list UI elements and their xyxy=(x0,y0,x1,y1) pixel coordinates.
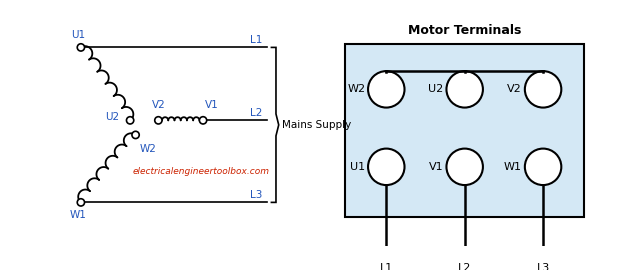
Text: W1: W1 xyxy=(70,210,87,220)
Text: W2: W2 xyxy=(347,84,365,94)
Text: L3: L3 xyxy=(536,262,550,270)
Text: L2: L2 xyxy=(250,108,262,118)
Text: Mains Supply: Mains Supply xyxy=(282,120,352,130)
Circle shape xyxy=(525,148,561,185)
Text: U2: U2 xyxy=(105,112,119,122)
Text: W2: W2 xyxy=(139,144,156,154)
Text: L3: L3 xyxy=(250,190,262,200)
Text: W1: W1 xyxy=(504,162,522,172)
Circle shape xyxy=(446,71,483,107)
Text: L2: L2 xyxy=(458,262,471,270)
Circle shape xyxy=(368,71,404,107)
Circle shape xyxy=(77,44,84,51)
Text: V1: V1 xyxy=(205,100,219,110)
Text: L1: L1 xyxy=(380,262,393,270)
Text: V2: V2 xyxy=(152,100,165,110)
Circle shape xyxy=(368,148,404,185)
Circle shape xyxy=(446,148,483,185)
Text: U1: U1 xyxy=(71,30,85,40)
Text: U1: U1 xyxy=(350,162,365,172)
Circle shape xyxy=(77,199,84,206)
Circle shape xyxy=(525,71,561,107)
Text: Motor Terminals: Motor Terminals xyxy=(408,25,521,38)
Text: U2: U2 xyxy=(429,84,444,94)
Text: V1: V1 xyxy=(429,162,444,172)
Text: L1: L1 xyxy=(250,35,262,45)
Circle shape xyxy=(155,117,162,124)
Text: V2: V2 xyxy=(507,84,522,94)
FancyBboxPatch shape xyxy=(346,44,584,217)
Circle shape xyxy=(200,117,207,124)
Text: electricalengineertoolbox.com: electricalengineertoolbox.com xyxy=(133,167,270,176)
Circle shape xyxy=(126,117,134,124)
Circle shape xyxy=(132,131,139,139)
